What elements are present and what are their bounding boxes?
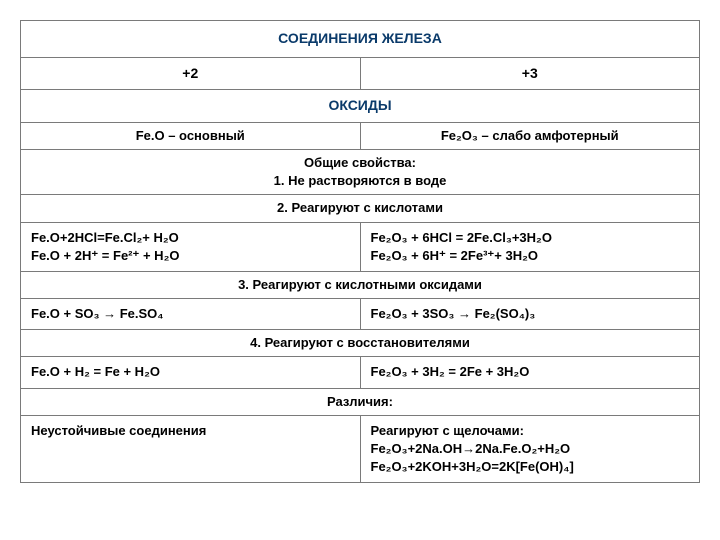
common-prop1: 1. Не растворяются в воде (274, 173, 447, 188)
feo-acid1: Fe.O+2HCl=Fe.Cl₂+ H₂O (31, 230, 179, 245)
prop2-header: 2. Реагируют с кислотами (21, 195, 700, 222)
fe2o3-type: Fe₂O₃ – слабо амфотерный (360, 122, 700, 149)
main-title: СОЕДИНЕНИЯ ЖЕЛЕЗА (21, 21, 700, 58)
common-props: Общие свойства: 1. Не растворяются в вод… (21, 149, 700, 194)
col2-header: +3 (360, 57, 700, 90)
diff-header: Различия: (21, 388, 700, 415)
fe2o3-diff-title: Реагируют с щелочами: (371, 423, 524, 438)
prop4-header: 4. Реагируют с восстановителями (21, 330, 700, 357)
fe2o3-diff1: Fe₂O₃+2Na.OH→2Na.Fe.O₂+H₂O (371, 441, 571, 456)
fe2o3-diff2: Fe₂O₃+2KOH+3H₂O=2K[Fe(OH)₄] (371, 459, 574, 474)
fe2o3-acid1: Fe₂O₃ + 6HCl = 2Fe.Cl₃+3H₂O (371, 230, 552, 245)
col1-header: +2 (21, 57, 361, 90)
fe2o3-h2-cell: Fe₂O₃ + 3H₂ = 2Fe + 3H₂O (360, 357, 700, 388)
common-props-title: Общие свойства: (304, 155, 416, 170)
oxides-header: ОКСИДЫ (21, 90, 700, 123)
prop3-header: 3. Реагируют с кислотными оксидами (21, 271, 700, 298)
iron-compounds-table: СОЕДИНЕНИЯ ЖЕЛЕЗА +2 +3 ОКСИДЫ Fe.O – ос… (20, 20, 700, 483)
feo-type: Fe.O – основный (21, 122, 361, 149)
feo-h2-cell: Fe.O + H₂ = Fe + H₂O (21, 357, 361, 388)
fe2o3-acid-cell: Fe₂O₃ + 6HCl = 2Fe.Cl₃+3H₂O Fe₂O₃ + 6H⁺ … (360, 222, 700, 271)
feo-diff-cell: Неустойчивые соединения (21, 415, 361, 483)
feo-so3-cell: Fe.O + SO₃ → Fe.SO₄ (21, 299, 361, 330)
fe2o3-acid2: Fe₂O₃ + 6H⁺ = 2Fe³⁺+ 3H₂O (371, 248, 538, 263)
feo-acid2: Fe.O + 2H⁺ = Fe²⁺ + H₂O (31, 248, 179, 263)
fe2o3-so3-cell: Fe₂O₃ + 3SO₃ → Fe₂(SO₄)₃ (360, 299, 700, 330)
fe2o3-diff-cell: Реагируют с щелочами: Fe₂O₃+2Na.OH→2Na.F… (360, 415, 700, 483)
feo-acid-cell: Fe.O+2HCl=Fe.Cl₂+ H₂O Fe.O + 2H⁺ = Fe²⁺ … (21, 222, 361, 271)
